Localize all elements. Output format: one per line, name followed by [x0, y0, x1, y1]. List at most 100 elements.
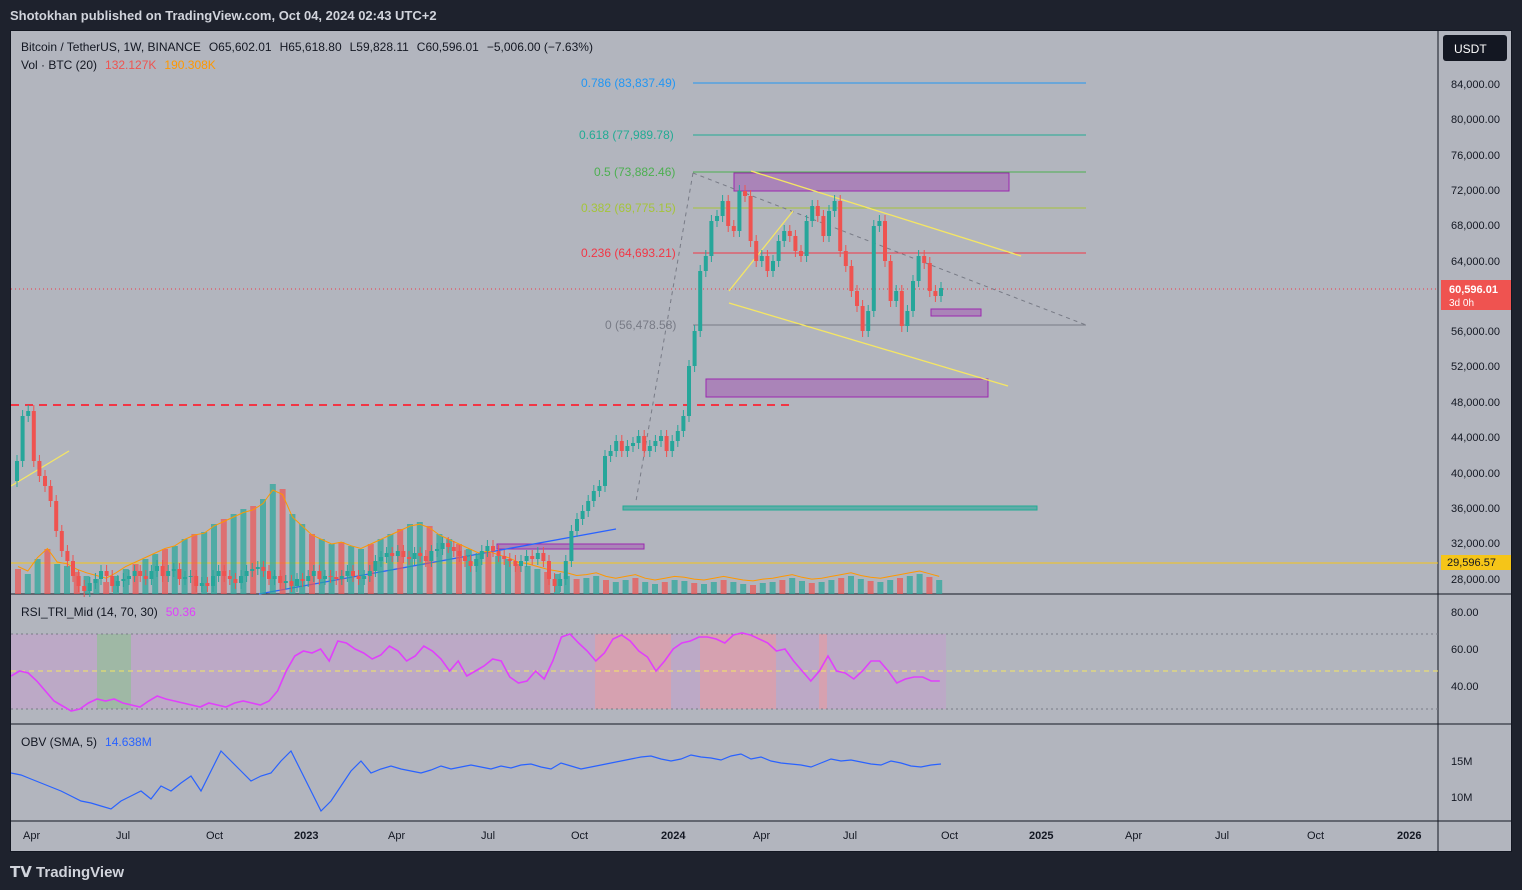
candle-body[interactable]: [631, 443, 635, 446]
candle-body[interactable]: [463, 556, 467, 561]
candle-body[interactable]: [451, 547, 456, 551]
candle-body[interactable]: [664, 436, 669, 451]
candle-body[interactable]: [334, 577, 339, 579]
candle-body[interactable]: [726, 201, 731, 226]
candle-body[interactable]: [754, 241, 759, 261]
candle-body[interactable]: [675, 431, 680, 441]
candle-body[interactable]: [166, 571, 171, 576]
channel-lower-line[interactable]: [728, 302, 1009, 387]
candle-body[interactable]: [647, 446, 652, 451]
candle-body[interactable]: [323, 576, 327, 579]
candle-body[interactable]: [99, 571, 103, 579]
candle-body[interactable]: [429, 551, 434, 561]
candle-body[interactable]: [272, 576, 277, 579]
candle-body[interactable]: [580, 511, 585, 519]
candle-body[interactable]: [104, 571, 109, 576]
candle-body[interactable]: [446, 543, 451, 547]
candle-body[interactable]: [418, 553, 423, 556]
price-candles[interactable]: [15, 185, 943, 597]
candle-body[interactable]: [300, 579, 305, 581]
candle-body[interactable]: [110, 576, 115, 586]
supply-zone-box[interactable]: [733, 172, 1010, 192]
chart-frame[interactable]: Bitcoin / TetherUS, 1W, BINANCE O65,602.0…: [10, 30, 1512, 852]
candle-body[interactable]: [121, 579, 126, 581]
candle-body[interactable]: [692, 331, 697, 366]
candle-body[interactable]: [832, 201, 837, 211]
candle-body[interactable]: [26, 411, 31, 416]
candle-body[interactable]: [311, 571, 316, 576]
symbol-title[interactable]: Bitcoin / TetherUS, 1W, BINANCE O65,602.0…: [21, 40, 593, 54]
candle-body[interactable]: [87, 583, 92, 591]
candle-body[interactable]: [188, 576, 193, 577]
candle-body[interactable]: [255, 567, 260, 569]
candle-body[interactable]: [407, 557, 411, 559]
candle-body[interactable]: [530, 556, 535, 559]
candle-body[interactable]: [743, 191, 747, 196]
candle-body[interactable]: [849, 266, 854, 291]
candle-body[interactable]: [603, 456, 607, 486]
fib-trend-line[interactable]: [692, 172, 1087, 326]
candle-body[interactable]: [199, 583, 204, 586]
candle-body[interactable]: [351, 571, 355, 576]
candle-body[interactable]: [799, 251, 803, 256]
candle-body[interactable]: [771, 261, 775, 271]
candle-body[interactable]: [233, 579, 238, 583]
candle-body[interactable]: [597, 486, 602, 491]
rsi-legend[interactable]: RSI_TRI_Mid (14, 70, 30) 50.36: [21, 605, 196, 619]
candle-body[interactable]: [793, 236, 798, 251]
candle-body[interactable]: [519, 561, 523, 566]
candle-body[interactable]: [608, 451, 613, 456]
candle-body[interactable]: [933, 291, 938, 296]
candle-body[interactable]: [306, 576, 311, 581]
candle-body[interactable]: [384, 553, 389, 557]
candle-body[interactable]: [687, 366, 691, 416]
candle-body[interactable]: [810, 206, 815, 221]
candle-body[interactable]: [765, 256, 770, 271]
candle-body[interactable]: [54, 501, 59, 531]
candle-body[interactable]: [37, 461, 42, 476]
candle-body[interactable]: [267, 571, 271, 579]
candle-body[interactable]: [183, 577, 187, 579]
candle-body[interactable]: [31, 411, 36, 461]
candle-body[interactable]: [356, 576, 361, 579]
candle-body[interactable]: [502, 556, 507, 559]
candle-body[interactable]: [395, 551, 400, 556]
candle-body[interactable]: [177, 569, 182, 579]
candle-body[interactable]: [479, 551, 484, 559]
candle-body[interactable]: [737, 191, 742, 231]
candle-body[interactable]: [160, 566, 165, 576]
candle-body[interactable]: [295, 579, 299, 586]
candle-body[interactable]: [261, 567, 266, 571]
candle-body[interactable]: [155, 566, 159, 571]
candle-body[interactable]: [922, 256, 927, 263]
candle-body[interactable]: [507, 559, 512, 561]
price-axis[interactable]: 84,000.00 80,000.00 76,000.00 72,000.00 68,0…: [1451, 79, 1500, 586]
candle-body[interactable]: [513, 561, 518, 566]
candle-body[interactable]: [457, 551, 462, 556]
candle-body[interactable]: [619, 441, 624, 451]
candle-body[interactable]: [423, 556, 428, 561]
candle-body[interactable]: [547, 561, 551, 579]
candle-body[interactable]: [412, 553, 417, 559]
candle-body[interactable]: [894, 291, 899, 301]
candle-body[interactable]: [328, 576, 333, 577]
candle-body[interactable]: [82, 586, 87, 591]
candle-body[interactable]: [838, 201, 843, 251]
candle-body[interactable]: [653, 441, 658, 446]
candle-body[interactable]: [20, 416, 25, 461]
candle-body[interactable]: [216, 571, 221, 576]
candle-body[interactable]: [659, 436, 663, 441]
candle-body[interactable]: [782, 231, 787, 241]
channel-upper-line[interactable]: [750, 170, 1022, 257]
candle-body[interactable]: [194, 576, 199, 586]
candle-body[interactable]: [563, 561, 568, 579]
support-zone-box[interactable]: [622, 505, 1038, 511]
rsi-line[interactable]: [10, 632, 940, 712]
candle-body[interactable]: [614, 441, 619, 451]
candle-body[interactable]: [821, 216, 826, 236]
candle-body[interactable]: [916, 256, 921, 281]
candle-body[interactable]: [776, 241, 781, 261]
candle-body[interactable]: [115, 581, 120, 586]
candle-body[interactable]: [625, 446, 630, 451]
candle-body[interactable]: [899, 291, 904, 326]
